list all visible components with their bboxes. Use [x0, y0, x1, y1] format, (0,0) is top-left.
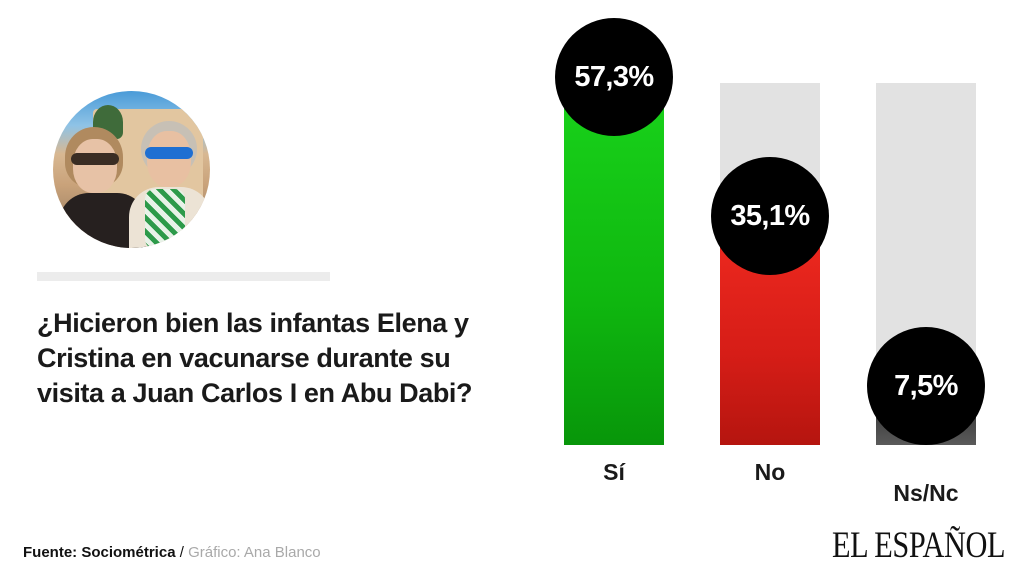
question-line-2: Cristina en vacunarse durante su — [37, 343, 451, 373]
value-bubble-ns: 7,5% — [867, 327, 985, 445]
footer-source: Fuente: Sociométrica / Gráfico: Ana Blan… — [23, 544, 321, 562]
value-bubble-si: 57,3% — [555, 18, 673, 136]
photo-person-right — [129, 121, 210, 248]
value-bubble-no: 35,1% — [711, 157, 829, 275]
question-title: ¿Hicieron bien las infantas Elena y Cris… — [37, 306, 537, 411]
category-label-si: Sí — [603, 459, 625, 485]
infantas-photo — [53, 91, 210, 248]
source-text: Fuente: Sociométrica — [23, 544, 176, 561]
source-separator: / — [175, 544, 189, 561]
photo-person-left — [59, 127, 147, 248]
bar-track-si — [564, 83, 664, 445]
divider — [37, 272, 330, 281]
credit-text: Gráfico: Ana Blanco — [188, 544, 321, 561]
category-label-no: No — [754, 459, 786, 485]
el-espanol-logo: EL ESPAÑOL — [832, 525, 1006, 566]
question-line-1: ¿Hicieron bien las infantas Elena y — [37, 308, 469, 338]
bar-fill-si — [564, 83, 664, 445]
question-line-3: visita a Juan Carlos I en Abu Dabi? — [37, 378, 473, 408]
category-label-ns: Ns/Nc — [893, 480, 959, 506]
